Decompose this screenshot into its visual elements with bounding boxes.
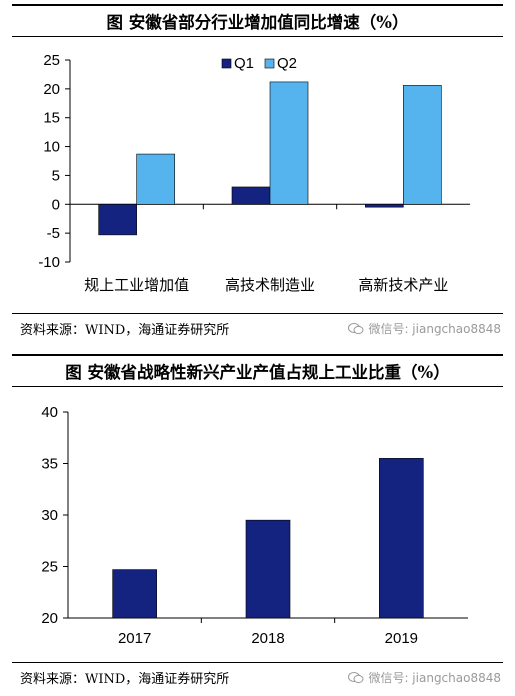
emerging-share-chart: 20 25 30 35 40 2017 2018 2019	[41, 404, 468, 647]
bar	[112, 569, 157, 619]
x-category-label: 高新技术产业	[358, 277, 448, 294]
x-category-label: 2018	[251, 630, 284, 647]
watermark-text: 微信号: jiangchao8848	[368, 670, 501, 685]
wechat-watermark: 微信号: jiangchao8848	[348, 669, 503, 686]
bar	[245, 519, 291, 619]
y-tick-label: 20	[41, 610, 58, 627]
y-tick-label: 10	[43, 139, 60, 156]
source-text: 资料来源：WIND，海通证券研究所	[20, 322, 230, 338]
x-category-label: 2019	[385, 630, 418, 647]
y-tick-label: 25	[43, 52, 60, 69]
y-tick-label: 0	[52, 196, 60, 213]
chart-title: 图 安徽省部分行业增加值同比增速（%）	[12, 4, 503, 37]
chart-panel-industry-growth: 图 安徽省部分行业增加值同比增速（%） -10 -5 0 5 10 15 20 25 规上工业增…	[0, 0, 515, 345]
y-tick-label: 25	[41, 559, 58, 576]
chart-panel-emerging-share: 图 安徽省战略性新兴产业产值占规上工业比重（%） 20 25 30 35 40 2017 2…	[0, 350, 515, 696]
y-tick-label: -10	[38, 254, 60, 271]
x-category-label: 规上工业增加值	[84, 277, 189, 294]
y-tick-label: 20	[43, 81, 60, 98]
source-line: 资料来源：WIND，海通证券研究所 微信号: jiangchao8848	[12, 313, 503, 342]
industry-growth-chart: -10 -5 0 5 10 15 20 25 规上工业增加值 高技术制造业 高新技术产业 Q1 Q2	[38, 52, 470, 294]
y-tick-label: 30	[41, 507, 58, 524]
y-tick-label: 35	[41, 456, 58, 473]
legend-swatch-q2	[264, 58, 275, 69]
chart-title: 图 安徽省战略性新兴产业产值占规上工业比重（%）	[12, 354, 503, 387]
wechat-icon	[348, 671, 364, 683]
legend-swatch-q1	[221, 58, 232, 69]
watermark-text: 微信号: jiangchao8848	[368, 321, 501, 336]
y-tick-label: -5	[47, 225, 60, 242]
legend-label: Q2	[277, 55, 297, 72]
x-category-label: 高技术制造业	[225, 277, 315, 294]
x-category-label: 2017	[118, 630, 151, 647]
y-tick-label: 15	[43, 110, 60, 127]
bar	[379, 458, 424, 619]
legend-label: Q1	[234, 55, 254, 72]
bar-q1	[365, 203, 404, 208]
source-line: 资料来源：WIND，海通证券研究所 微信号: jiangchao8848	[12, 662, 503, 691]
bar-q2	[269, 81, 309, 205]
y-tick-label: 5	[52, 167, 60, 184]
bar-q1	[98, 203, 137, 236]
wechat-watermark: 微信号: jiangchao8848	[348, 320, 503, 337]
source-text: 资料来源：WIND，海通证券研究所	[20, 671, 230, 687]
bar-q2	[136, 153, 175, 205]
wechat-icon	[348, 322, 364, 334]
bar-q1	[231, 186, 271, 205]
bar-q2	[403, 85, 442, 205]
y-tick-label: 40	[41, 404, 58, 421]
